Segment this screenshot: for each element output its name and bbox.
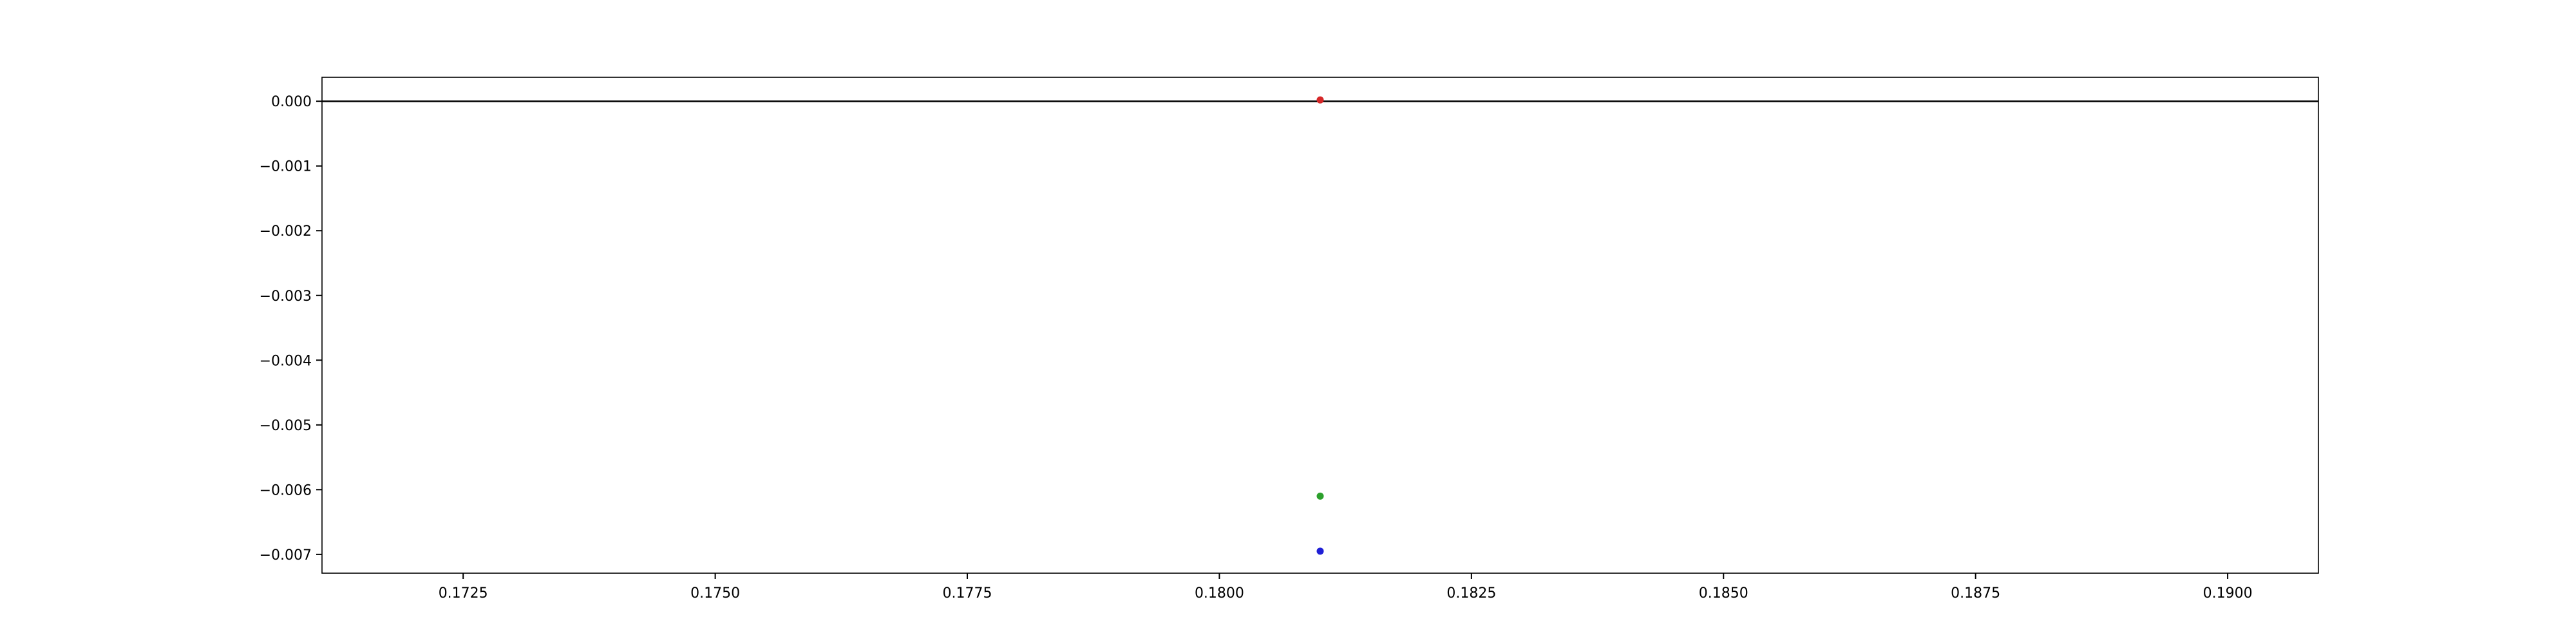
x-tick-label: 0.1775 [943, 585, 992, 601]
x-tick-label: 0.1800 [1195, 585, 1244, 601]
y-tick-label: −0.001 [260, 159, 312, 175]
axes-background [322, 77, 2318, 573]
point-layer [1316, 96, 1324, 555]
y-tick-label: −0.003 [260, 289, 312, 305]
y-axis: 0.000 −0.001 −0.002 −0.003 −0.004 −0.005 −0.00… [260, 94, 322, 564]
x-tick-label: 0.1725 [439, 585, 488, 601]
y-tick-label: −0.006 [260, 482, 312, 498]
red-point [1316, 96, 1324, 104]
axes-frame [321, 77, 2319, 574]
blue-point [1316, 547, 1324, 555]
x-tick-label: 0.1850 [1699, 585, 1748, 601]
green-point [1316, 492, 1324, 500]
y-tick-label: −0.007 [260, 547, 312, 564]
y-tick-label: −0.005 [260, 418, 312, 434]
x-tick-label: 0.1750 [690, 585, 740, 601]
y-tick-label: −0.004 [260, 353, 312, 369]
y-tick-label: −0.002 [260, 223, 312, 240]
x-axis: 0.1725 0.1750 0.1775 0.1800 0.1825 0.1850 0.18… [439, 573, 2253, 601]
x-tick-label: 0.1825 [1446, 585, 1496, 601]
x-tick-label: 0.1875 [1951, 585, 2000, 601]
y-tick-label: 0.000 [271, 94, 312, 110]
x-tick-label: 0.1900 [2203, 585, 2253, 601]
